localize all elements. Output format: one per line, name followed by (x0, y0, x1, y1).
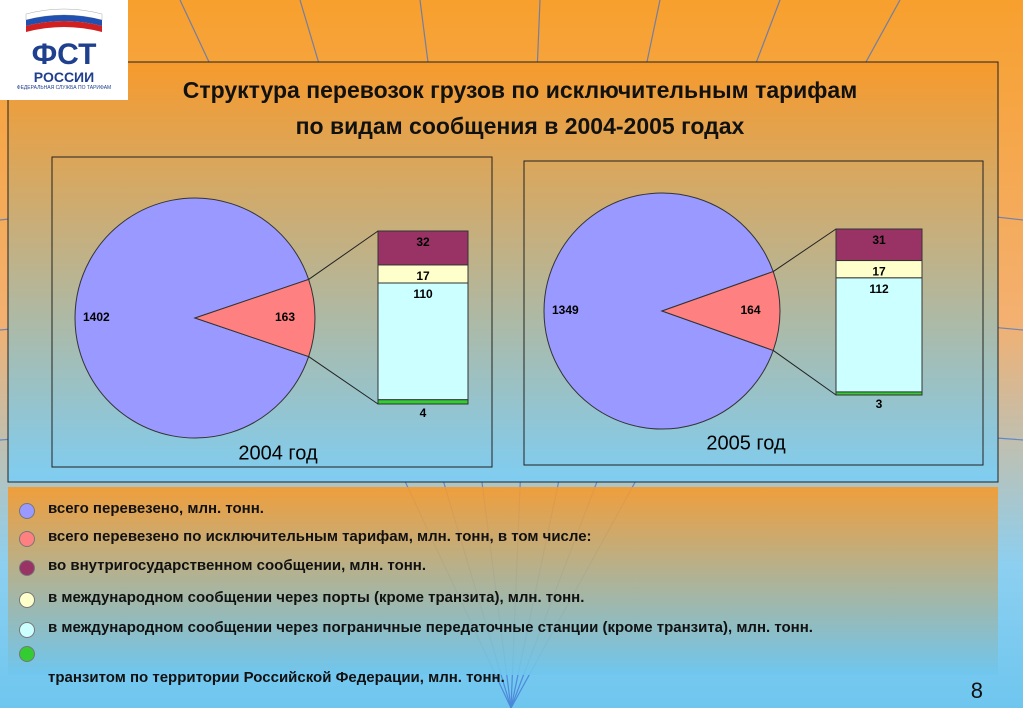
chart-box (51, 156, 493, 468)
legend-marker (19, 560, 35, 576)
data-label: 4 (420, 406, 427, 420)
chart-box (523, 160, 984, 466)
pie-slice (543, 192, 774, 430)
logo-country: РОССИИ (33, 69, 95, 85)
legend-marker (19, 531, 35, 547)
data-label: 17 (416, 269, 430, 283)
data-label: 163 (275, 310, 295, 324)
slide-title: Структура перевозок грузов по исключител… (182, 77, 858, 139)
legend-marker (19, 592, 35, 608)
flag (25, 8, 103, 32)
data-label: 110 (413, 287, 433, 301)
bar-segment (377, 230, 469, 266)
bar-segment (377, 399, 469, 405)
data-label: 31 (872, 233, 886, 247)
data-label: 1402 (83, 310, 110, 324)
connector (772, 228, 837, 273)
legend-marker (19, 646, 35, 662)
legend-marker (19, 622, 35, 638)
legend-label: в международном сообщении через порты (к… (48, 589, 585, 606)
bar-segment (835, 228, 923, 262)
pie-slice (74, 197, 310, 439)
page-number: 8 (970, 678, 983, 703)
logo-caption: ФЕДЕРАЛЬНАЯ СЛУЖБА ПО ТАРИФАМ (16, 85, 112, 91)
connector (772, 350, 837, 396)
legend-label: транзитом по территории Российской Федер… (48, 669, 505, 686)
legend-label: всего перевезено по исключительным тариф… (48, 528, 592, 545)
bar-segment (835, 277, 923, 393)
legend-label: во внутригосударственном сообщении, млн.… (48, 557, 427, 574)
legend-label: всего перевезено, млн. тонн. (48, 500, 264, 517)
chart-title: 2004 год (238, 442, 318, 464)
connector (308, 230, 379, 280)
logo: ФСТ РОССИИ ФЕДЕРАЛЬНАЯ СЛУЖБА ПО ТАРИФАМ (0, 0, 128, 100)
bar-segment (377, 282, 469, 401)
data-label: 17 (872, 265, 886, 279)
data-label: 164 (740, 303, 760, 317)
data-label: 32 (416, 235, 430, 249)
chart-title: 2005 год (706, 432, 786, 454)
legend-marker (19, 503, 35, 519)
logo-name: ФСТ (31, 38, 97, 71)
data-label: 3 (876, 397, 883, 411)
data-label: 112 (869, 282, 889, 296)
connector (308, 356, 379, 405)
pie-slice (193, 278, 316, 358)
legend-label: в международном сообщении через погранич… (48, 619, 813, 636)
data-label: 1349 (552, 303, 579, 317)
pie-slice (660, 270, 781, 352)
bar-segment (835, 391, 923, 396)
